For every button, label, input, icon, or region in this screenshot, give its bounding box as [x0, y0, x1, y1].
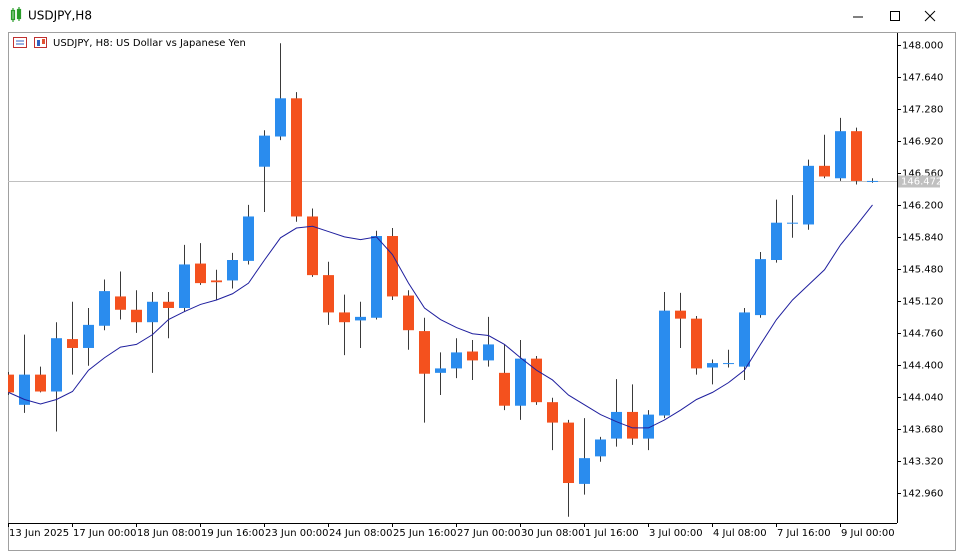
x-tick-label: 4 Jul 08:00: [713, 528, 767, 539]
candle-body: [387, 236, 398, 297]
x-tick-label: 17 Jun 00:00: [73, 528, 137, 539]
x-tick-label: 18 Jun 08:00: [137, 528, 201, 539]
candle-body: [467, 351, 478, 361]
candle-body: [787, 222, 798, 224]
x-tick-label: 19 Jun 16:00: [201, 528, 265, 539]
x-tick-label: 25 Jun 16:00: [393, 528, 457, 539]
candle-body: [611, 411, 622, 439]
y-tick-label: 148.000: [902, 41, 943, 52]
candle-body: [867, 180, 878, 182]
candle-body: [771, 222, 782, 261]
candle-body: [307, 216, 318, 276]
candle-body: [403, 295, 414, 331]
x-tick-label: 9 Jul 00:00: [841, 528, 895, 539]
y-tick-label: 143.680: [902, 425, 943, 436]
candle-body: [371, 236, 382, 318]
current-price-label: 146.472: [901, 177, 942, 188]
candle-body: [35, 374, 46, 392]
x-tick-label: 23 Jun 00:00: [265, 528, 329, 539]
candle-body: [435, 368, 446, 373]
candle-body: [483, 344, 494, 361]
candle-body: [707, 363, 718, 368]
candle-body: [515, 358, 526, 406]
y-tick-label: 144.760: [902, 329, 943, 340]
candle-body: [115, 296, 126, 310]
candle-body: [163, 301, 174, 308]
chart-title: USDJPY, H8: US Dollar vs Japanese Yen: [53, 38, 246, 49]
candle-body: [499, 372, 510, 406]
candle-body: [755, 259, 766, 316]
candle-body: [83, 324, 94, 348]
current-price-box: [898, 175, 940, 188]
candle-body: [147, 301, 158, 323]
y-tick-label: 147.280: [902, 105, 943, 116]
candle-body: [579, 458, 590, 484]
candle-body: [547, 402, 558, 423]
candle-body: [51, 338, 62, 392]
window-title: USDJPY,H8: [28, 9, 92, 23]
maximize-button[interactable]: [890, 11, 900, 21]
candle-body: [179, 264, 190, 308]
x-tick-label: 13 Jun 2025: [9, 528, 69, 539]
candle-body: [211, 280, 222, 283]
y-tick-label: 142.960: [902, 489, 943, 500]
candle-body: [691, 318, 702, 369]
x-tick-label: 30 Jun 08:00: [521, 528, 585, 539]
candle-body: [195, 263, 206, 284]
candle-body: [627, 411, 638, 439]
title-bar: USDJPY,H8: [10, 7, 936, 23]
y-tick-label: 147.640: [902, 73, 943, 84]
y-tick-label: 144.400: [902, 361, 943, 372]
candle-body: [275, 98, 286, 137]
candle-body: [739, 312, 750, 367]
y-tick-label: 143.320: [902, 457, 943, 468]
candle-body: [131, 309, 142, 323]
y-tick-label: 145.120: [902, 297, 943, 308]
y-tick-label: 145.840: [902, 233, 943, 244]
candle-body: [819, 165, 830, 177]
candle-body: [323, 275, 334, 313]
y-tick-label: 146.560: [902, 169, 943, 180]
candle-body: [595, 439, 606, 457]
candle-body: [723, 363, 734, 365]
candle-body: [835, 131, 846, 179]
candle-body: [803, 165, 814, 225]
plot-area: [8, 43, 897, 517]
candle-body: [339, 312, 350, 323]
x-tick-label: 24 Jun 08:00: [329, 528, 393, 539]
app-icon: [10, 7, 22, 22]
x-tick-label: 3 Jul 00:00: [649, 528, 703, 539]
close-button[interactable]: [924, 10, 936, 22]
y-tick-label: 145.480: [902, 265, 943, 276]
candle-body: [451, 352, 462, 369]
x-tick-label: 27 Jun 00:00: [457, 528, 521, 539]
candle-body: [675, 310, 686, 319]
candle-body: [643, 414, 654, 439]
candle-body: [99, 291, 110, 326]
candle-body: [227, 260, 238, 281]
candle-body: [19, 374, 30, 405]
y-tick-label: 146.920: [902, 137, 943, 148]
candle-body: [259, 135, 270, 167]
chart-header-icons: [13, 37, 47, 48]
candle-body: [243, 216, 254, 261]
candle-body: [659, 310, 670, 416]
candle-body: [851, 131, 862, 181]
candle-body: [355, 316, 366, 321]
y-tick-label: 144.040: [902, 393, 943, 404]
y-tick-label: 146.200: [902, 201, 943, 212]
x-tick-label: 1 Jul 16:00: [585, 528, 639, 539]
moving-average-line: [8, 204, 873, 429]
candle-body: [563, 422, 574, 484]
x-tick-label: 7 Jul 16:00: [777, 528, 831, 539]
candle-body: [67, 339, 78, 348]
candle-body: [291, 98, 302, 217]
chart-frame: [8, 32, 956, 551]
candle-body: [8, 374, 14, 393]
candle-body: [419, 331, 430, 374]
candle-body: [531, 358, 542, 403]
